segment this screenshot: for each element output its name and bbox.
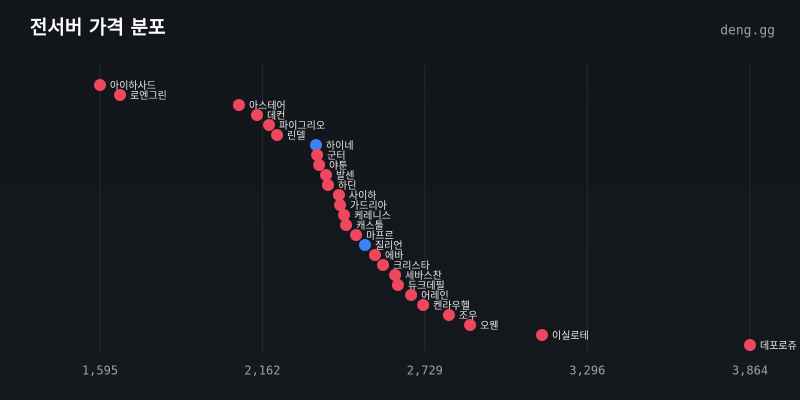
point-label: 에바: [385, 250, 403, 262]
point-label: 하딘: [338, 179, 356, 192]
point: [358, 239, 371, 251]
point-label: 캐스툴: [356, 220, 384, 232]
point: [263, 119, 276, 131]
point: [405, 289, 418, 301]
point: [250, 109, 263, 121]
point: [350, 229, 363, 241]
point: [232, 99, 245, 111]
point: [94, 79, 106, 91]
point-label: 질리언: [375, 240, 403, 252]
point: [311, 149, 324, 161]
point-label: 데컨: [267, 110, 285, 122]
point-label: 오웬: [480, 319, 498, 332]
point: [536, 329, 549, 341]
point-label: 케레니스: [354, 210, 391, 222]
point: [271, 129, 284, 141]
source: deng.gg: [720, 24, 775, 39]
point: [417, 299, 430, 311]
point-label: 켄라우헬: [433, 300, 470, 312]
point: [320, 169, 333, 181]
x-tick-label: 2,162: [244, 364, 280, 378]
point-label: 가드리아: [350, 200, 387, 212]
point: [391, 279, 404, 291]
x-tick-label: 3,864: [732, 364, 768, 378]
point-label: 크리스타: [393, 260, 430, 272]
point-label: 야툰: [329, 160, 347, 172]
x-tick-label: 3,296: [569, 364, 605, 378]
point-label: 마프르: [366, 230, 394, 242]
point-label: 이실로테: [552, 330, 589, 342]
point: [744, 339, 756, 351]
point-label: 조우: [459, 310, 477, 322]
point-label: 파이그리오: [279, 120, 325, 132]
point-label: 데포로쥬: [760, 340, 797, 352]
point-label: 사이하: [349, 189, 377, 202]
point: [340, 219, 353, 231]
point: [389, 269, 402, 281]
point: [114, 89, 127, 101]
x-tick-label: 1,595: [82, 364, 118, 378]
point: [322, 179, 335, 191]
point-label: 린델: [287, 130, 305, 142]
point: [442, 309, 455, 321]
point-label: 로엔그린: [130, 90, 167, 102]
point: [309, 139, 322, 151]
point: [369, 249, 382, 261]
point-label: 하이네: [326, 139, 354, 152]
point-label: 발센: [336, 170, 354, 182]
point: [313, 159, 326, 171]
point: [464, 319, 477, 331]
point-label: 듀크데필: [408, 280, 445, 292]
point: [377, 259, 390, 271]
point-label: 어레인: [421, 290, 449, 302]
point-label: 군터: [327, 150, 345, 162]
point: [338, 209, 351, 221]
point-label: 아이하사드: [110, 79, 156, 92]
point: [334, 199, 347, 211]
x-tick-label: 2,729: [407, 364, 443, 378]
point-label: 세바스찬: [405, 270, 442, 282]
point: [332, 189, 345, 201]
chart-title: 전서버 가격 분포: [30, 17, 166, 39]
point-label: 아스테어: [249, 100, 286, 112]
